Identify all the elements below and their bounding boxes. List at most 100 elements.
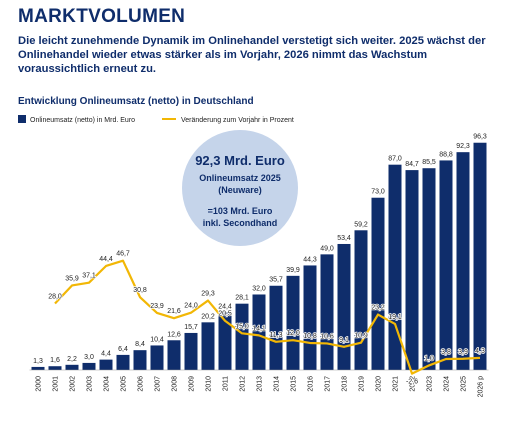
- annotation: (Neuware): [218, 185, 262, 195]
- bar-value-label: 53,4: [337, 235, 351, 242]
- x-tick-label: 2009: [189, 376, 196, 392]
- x-tick-label: 2003: [87, 376, 94, 392]
- bar: [31, 366, 45, 370]
- x-tick-label: 2018: [342, 376, 349, 392]
- line-value-label: 9,1: [339, 337, 349, 344]
- page-title: MARKTVOLUMEN: [18, 6, 186, 27]
- line-value-label: 28,0: [48, 294, 62, 301]
- bar-value-label: 24,4: [218, 303, 232, 310]
- bar: [320, 254, 334, 370]
- bar-value-label: 20,2: [201, 313, 215, 320]
- legend-swatch: [18, 115, 26, 123]
- line-value-label: -2,6: [406, 379, 418, 386]
- x-tick-label: 2000: [36, 376, 43, 392]
- line-value-label: 21,6: [167, 308, 181, 315]
- line-value-label: 14,1: [252, 325, 266, 332]
- intro-text: Die leicht zunehmende Dynamik im Onlineh…: [18, 35, 486, 75]
- bar: [82, 362, 96, 370]
- x-tick-label: 2021: [393, 376, 400, 392]
- line-value-label: 46,7: [116, 251, 130, 258]
- bar: [116, 354, 130, 370]
- line-value-label: 37,1: [82, 273, 96, 280]
- line-value-label: 20,5: [218, 311, 232, 318]
- x-tick-label: 2019: [359, 376, 366, 392]
- x-tick-label: 2008: [172, 376, 179, 392]
- line-value-label: 3,9: [458, 349, 468, 356]
- x-tick-label: 2005: [121, 376, 128, 392]
- x-tick-label: 2012: [240, 376, 247, 392]
- bar: [218, 312, 232, 370]
- line-value-label: 15,0: [235, 323, 249, 330]
- bar: [473, 142, 487, 370]
- line-value-label: 29,3: [201, 291, 215, 298]
- line-value-label: 23,9: [150, 303, 164, 310]
- line-value-label: 1,0: [424, 355, 434, 362]
- x-tick-label: 2014: [274, 376, 281, 392]
- line: [54, 259, 481, 375]
- x-tick-label: 2002: [70, 376, 77, 392]
- bar-value-label: 10,4: [150, 336, 164, 343]
- line-value-label: 44,4: [99, 256, 113, 263]
- x-tick-label: 2004: [104, 376, 111, 392]
- x-tick-label: 2007: [155, 376, 162, 392]
- bar: [286, 275, 300, 370]
- line-value-label: 11,3: [269, 332, 282, 339]
- x-tick-label: 2022: [410, 376, 417, 392]
- bar: [354, 230, 368, 370]
- bar-value-label: 87,0: [388, 156, 402, 163]
- bar-value-label: 92,3: [456, 143, 470, 150]
- bar: [405, 170, 419, 370]
- bar: [235, 303, 249, 370]
- x-tick-label: 2013: [257, 376, 264, 392]
- bar: [65, 364, 79, 370]
- bar: [184, 332, 198, 370]
- bar-value-label: 1,6: [50, 357, 60, 364]
- bar-value-label: 84,7: [405, 161, 419, 168]
- legend-label: Veränderung zum Vorjahr in Prozent: [181, 117, 294, 124]
- x-tick-label: 2024: [444, 376, 451, 392]
- bar-value-label: 28,1: [235, 295, 249, 302]
- bar-value-label: 8,4: [135, 341, 145, 348]
- bar: [439, 160, 453, 370]
- bar-value-label: 35,7: [269, 277, 283, 284]
- line-value-label: 23,2: [371, 305, 385, 312]
- bar: [422, 168, 436, 370]
- bar: [371, 197, 385, 370]
- bar: [337, 243, 351, 370]
- bar: [303, 265, 317, 370]
- bar-value-label: 32,0: [252, 285, 266, 292]
- bar-value-label: 88,8: [439, 151, 453, 158]
- bar-value-label: 39,9: [286, 267, 300, 274]
- bar: [133, 350, 147, 370]
- x-tick-label: 2011: [223, 376, 230, 391]
- x-tick-label: 2010: [206, 376, 213, 392]
- highlight-circle: [182, 130, 298, 246]
- x-tick-label: 2026 p: [478, 376, 485, 398]
- bar-value-label: 73,0: [371, 189, 385, 196]
- bar: [150, 345, 164, 370]
- line-value-label: 24,0: [184, 303, 198, 310]
- annotation: =103 Mrd. Euro: [208, 206, 273, 216]
- header: MARKTVOLUMEN Die leicht zunehmende Dynam…: [18, 6, 508, 76]
- chart-title: Entwicklung Onlineumsatz (netto) in Deut…: [18, 96, 254, 107]
- bar: [201, 322, 215, 370]
- x-tick-label: 2020: [376, 376, 383, 392]
- bar-value-label: 4,4: [101, 351, 111, 358]
- line-value-label: 4,3: [475, 348, 485, 355]
- legend-label: Onlineumsatz (netto) in Mrd. Euro: [30, 117, 135, 124]
- bar-value-label: 44,3: [303, 256, 317, 263]
- bar-value-label: 12,6: [167, 331, 181, 338]
- line-value-label: 10,8: [303, 333, 317, 340]
- line-value-label: 12,0: [286, 330, 300, 337]
- bar-value-label: 85,5: [422, 159, 436, 166]
- x-tick-label: 2006: [138, 376, 145, 392]
- line-value-label: 35,9: [65, 275, 79, 282]
- bar: [388, 164, 402, 370]
- line-value-label: 30,8: [133, 287, 147, 294]
- annotation: Onlineumsatz 2025: [199, 173, 281, 183]
- line-value-label: 19,1: [388, 314, 402, 321]
- bar: [269, 285, 283, 370]
- annotation: inkl. Secondhand: [203, 218, 278, 228]
- x-tick-label: 2016: [308, 376, 315, 392]
